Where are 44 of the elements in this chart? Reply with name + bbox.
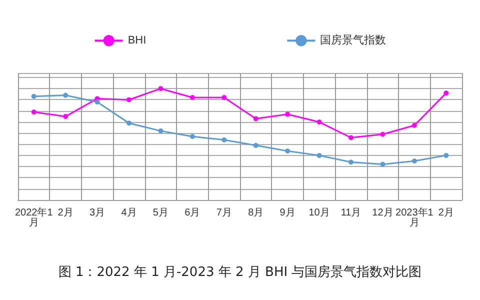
point [222, 137, 227, 142]
point [412, 122, 417, 128]
x-tick-label: 3月 [90, 208, 106, 218]
x-tick-label: 2023年1月 [396, 206, 434, 228]
x-tick-label: 8月 [248, 208, 264, 218]
point [412, 158, 417, 164]
point [444, 152, 449, 158]
x-tick-label: 2月 [438, 208, 454, 218]
point [285, 148, 290, 154]
point [380, 162, 386, 167]
point [158, 86, 164, 92]
legend-label: BHI [128, 34, 146, 47]
point [285, 112, 290, 117]
point [316, 120, 322, 125]
point [253, 142, 258, 148]
legend-label: 国房景气指数 [320, 34, 386, 47]
x-tick-label: 4月 [121, 208, 137, 218]
point [126, 120, 132, 126]
point [94, 99, 100, 104]
point [348, 160, 354, 165]
point [222, 95, 227, 100]
point [253, 116, 258, 122]
x-tick-label: 11月 [340, 208, 362, 218]
point [316, 152, 322, 158]
point [380, 132, 386, 137]
x-tick-label: 2022年1月 [14, 206, 54, 228]
text: 图 1：2022 年 1 月-2023 年 2 月 BHI 与国房景气指数对比图 [58, 264, 422, 280]
point [63, 114, 68, 119]
point [190, 95, 195, 100]
point [31, 94, 36, 99]
point [31, 109, 36, 114]
point [348, 135, 354, 140]
x-tick-label: 9月 [280, 208, 296, 218]
point [63, 92, 68, 98]
point [444, 90, 449, 96]
x-tick-label: 12月 [372, 208, 394, 218]
point [126, 97, 132, 102]
x-tick-label: 7月 [216, 208, 232, 218]
x-tick-label: 2月 [58, 208, 74, 218]
x-tick-label: 5月 [152, 208, 168, 218]
point [158, 128, 164, 134]
point [190, 134, 195, 139]
x-tick-label: 10月 [308, 208, 330, 218]
x-tick-label: 6月 [184, 208, 200, 218]
